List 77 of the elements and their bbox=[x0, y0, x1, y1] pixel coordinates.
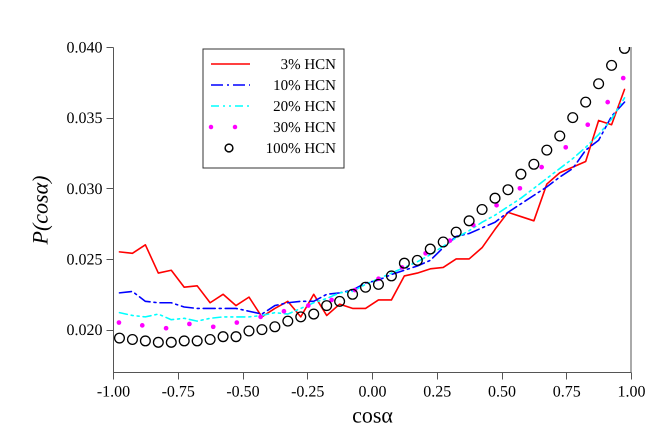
point bbox=[114, 332, 125, 344]
point bbox=[329, 298, 334, 302]
point bbox=[386, 270, 397, 282]
y-tick-label: 0.035 bbox=[66, 110, 102, 128]
point bbox=[166, 336, 177, 348]
point bbox=[234, 320, 240, 325]
y-tick-label: 0.040 bbox=[66, 40, 102, 56]
point bbox=[567, 112, 578, 124]
point bbox=[187, 322, 192, 326]
point bbox=[490, 192, 501, 204]
point bbox=[204, 334, 216, 346]
point bbox=[605, 100, 610, 104]
point bbox=[140, 323, 145, 328]
x-tick-label: -0.25 bbox=[291, 384, 324, 400]
point bbox=[539, 164, 544, 170]
point bbox=[243, 326, 254, 337]
point bbox=[585, 122, 590, 128]
point bbox=[164, 326, 168, 331]
point bbox=[126, 334, 138, 346]
point bbox=[230, 331, 242, 342]
x-tick-label: -0.50 bbox=[226, 384, 260, 400]
point bbox=[476, 204, 488, 216]
y-tick-label: 0.030 bbox=[66, 180, 102, 198]
point bbox=[256, 324, 268, 336]
point bbox=[269, 321, 280, 332]
x-axis-title: cosα bbox=[352, 402, 394, 428]
point bbox=[620, 76, 626, 80]
point bbox=[563, 144, 568, 150]
point bbox=[528, 158, 540, 170]
point bbox=[116, 320, 122, 325]
point bbox=[258, 314, 263, 320]
point bbox=[580, 96, 592, 108]
x-tick-label: -0.75 bbox=[162, 384, 195, 400]
point bbox=[464, 215, 475, 226]
point bbox=[282, 316, 294, 327]
point bbox=[308, 308, 320, 320]
point bbox=[282, 308, 286, 314]
point bbox=[334, 296, 346, 307]
point bbox=[140, 335, 151, 346]
x-tick-label: 1.00 bbox=[618, 384, 646, 400]
point bbox=[398, 258, 410, 269]
legend-label: 30% HCN bbox=[273, 120, 336, 136]
point bbox=[593, 78, 604, 90]
point bbox=[518, 186, 522, 191]
x-tick-label: 0.75 bbox=[552, 384, 581, 400]
point bbox=[541, 144, 552, 156]
point bbox=[372, 278, 384, 290]
legend-label: 10% HCN bbox=[273, 78, 336, 94]
x-tick-label: 0.00 bbox=[358, 384, 386, 400]
point bbox=[494, 202, 499, 208]
point bbox=[502, 184, 514, 196]
point bbox=[412, 254, 423, 266]
point bbox=[192, 335, 203, 346]
point bbox=[438, 236, 449, 248]
point bbox=[210, 324, 216, 330]
point bbox=[450, 226, 462, 238]
point bbox=[424, 244, 436, 255]
legend-label: 3% HCN bbox=[280, 57, 336, 73]
point bbox=[218, 331, 229, 342]
legend-label: 20% HCN bbox=[273, 99, 336, 115]
point bbox=[347, 288, 358, 300]
point bbox=[606, 60, 618, 71]
point bbox=[360, 282, 372, 293]
y-tick-label: 0.020 bbox=[66, 322, 102, 340]
legend-label: 100% HCN bbox=[266, 141, 336, 157]
point bbox=[321, 300, 332, 312]
y-axis-title: P(cosα) bbox=[28, 176, 52, 246]
point bbox=[306, 303, 311, 308]
point bbox=[295, 311, 306, 322]
x-tick-label: 0.50 bbox=[488, 384, 516, 400]
x-tick-label: -1.00 bbox=[96, 384, 130, 400]
point bbox=[152, 336, 164, 348]
point bbox=[178, 335, 190, 346]
y-tick-label: 0.025 bbox=[66, 251, 102, 268]
x-tick-label: 0.25 bbox=[423, 384, 452, 400]
point bbox=[515, 168, 526, 180]
point bbox=[554, 130, 566, 142]
